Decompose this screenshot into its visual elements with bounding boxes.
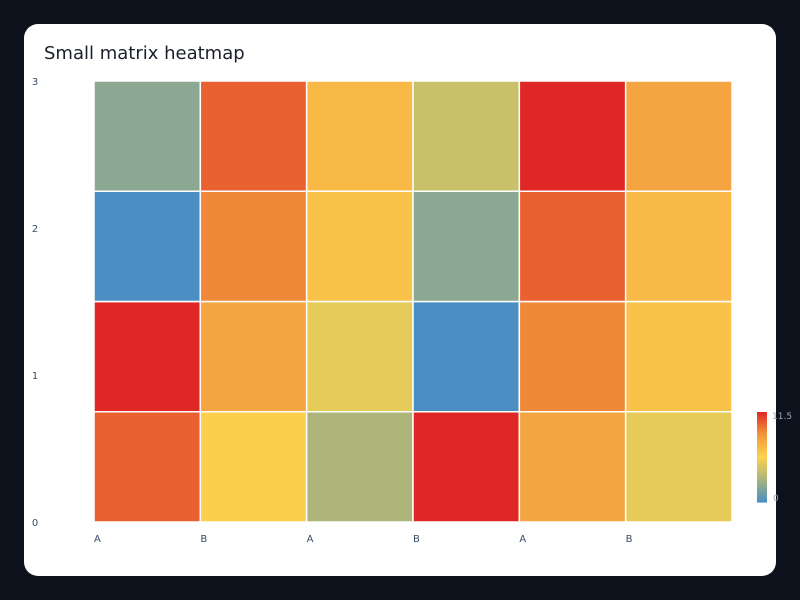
colorbar-segment <box>757 496 767 499</box>
heatmap-cell <box>624 190 733 303</box>
colorbar-segment <box>757 458 767 461</box>
colorbar-segment <box>757 422 767 425</box>
colorbar-segment <box>757 494 767 497</box>
colorbar-segment <box>757 448 767 451</box>
colorbar-segment <box>757 468 767 471</box>
colorbar-segment <box>757 452 767 455</box>
x-tick-label: B <box>200 534 207 545</box>
colorbar-segment <box>757 454 767 457</box>
colorbar-segment <box>757 464 767 467</box>
y-tick-label: 1 <box>32 371 38 382</box>
colorbar-segment <box>757 428 767 431</box>
y-tick-label: 3 <box>32 77 38 88</box>
colorbar-segment <box>757 472 767 475</box>
y-tick-label: 2 <box>32 224 38 235</box>
colorbar-segment <box>757 486 767 489</box>
heatmap-cell <box>305 411 414 523</box>
colorbar-segment <box>757 492 767 495</box>
heatmap-cell <box>199 190 308 303</box>
heatmap-cell <box>412 411 521 523</box>
colorbar-segment <box>757 466 767 469</box>
heatmap-cell <box>199 300 308 413</box>
heatmap-cell <box>624 80 733 192</box>
heatmap-cell <box>624 300 733 413</box>
colorbar-segment <box>757 456 767 459</box>
colorbar-segment <box>757 490 767 493</box>
colorbar-segment <box>757 412 767 415</box>
colorbar-segment <box>757 498 767 501</box>
colorbar-segment <box>757 420 767 423</box>
heatmap-cell <box>199 80 308 192</box>
heatmap-cell <box>412 190 521 303</box>
heatmap-cell <box>93 80 202 192</box>
colorbar-segment <box>757 414 767 417</box>
colorbar-segment <box>757 446 767 449</box>
heatmap-cell <box>305 190 414 303</box>
colorbar-segment <box>757 478 767 481</box>
x-tick-label: A <box>519 534 526 545</box>
heatmap-cell <box>305 80 414 192</box>
heatmap-cell <box>305 300 414 413</box>
colorbar-segment <box>757 450 767 453</box>
colorbar-segment <box>757 434 767 437</box>
colorbar-segment <box>757 480 767 483</box>
colorbar-segment <box>757 416 767 419</box>
heatmap-cell <box>412 80 521 192</box>
colorbar-segment <box>757 418 767 421</box>
colorbar-min-label: 0 <box>773 494 779 504</box>
colorbar-segment <box>757 432 767 435</box>
heatmap-cell <box>412 300 521 413</box>
heatmap-cell <box>518 411 627 523</box>
colorbar-segment <box>757 484 767 487</box>
heatmap-cell <box>518 80 627 192</box>
colorbar-segment <box>757 482 767 485</box>
colorbar-segment <box>757 424 767 427</box>
x-tick-label: B <box>413 534 420 545</box>
x-tick-label: B <box>626 534 633 545</box>
colorbar-segment <box>757 436 767 439</box>
colorbar-segment <box>757 444 767 447</box>
colorbar-segment <box>757 488 767 491</box>
colorbar-segment <box>757 442 767 445</box>
heatmap-cell <box>518 300 627 413</box>
colorbar-segment <box>757 470 767 473</box>
x-tick-label: A <box>94 534 101 545</box>
colorbar-segment <box>757 430 767 433</box>
colorbar-segment <box>757 476 767 479</box>
colorbar-segment <box>757 426 767 429</box>
x-tick-label: A <box>307 534 314 545</box>
y-tick-label: 0 <box>32 518 38 529</box>
colorbar-segment <box>757 438 767 441</box>
heatmap-cell <box>93 300 202 413</box>
colorbar-segment <box>757 474 767 477</box>
colorbar-max-label: 11.5 <box>772 412 792 422</box>
colorbar-segment <box>757 460 767 463</box>
colorbar-segment <box>757 500 767 503</box>
heatmap-cell <box>624 411 733 523</box>
heatmap-cell <box>93 411 202 523</box>
colorbar-segment <box>757 462 767 465</box>
heatmap-cell <box>199 411 308 523</box>
heatmap-cell <box>518 190 627 303</box>
heatmap-cell <box>93 190 202 303</box>
chart-title: Small matrix heatmap <box>44 43 245 64</box>
colorbar-segment <box>757 440 767 443</box>
